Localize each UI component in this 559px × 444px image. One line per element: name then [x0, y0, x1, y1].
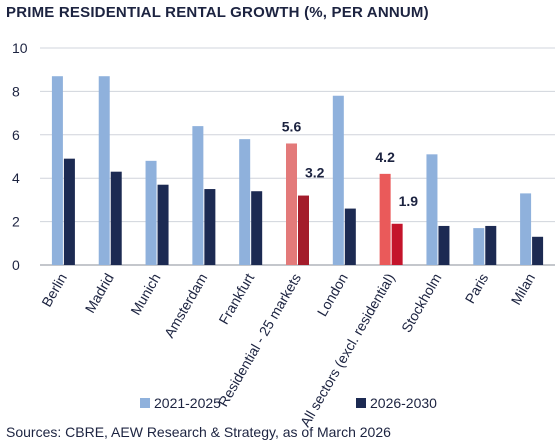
bar-residential-25-markets-2026-2030	[298, 195, 309, 265]
x-tick-label: Berlin	[38, 271, 70, 310]
bar-london-2021-2025	[332, 95, 344, 266]
legend-swatch-2026-2030	[356, 398, 366, 408]
source-note: Sources: CBRE, AEW Research & Strategy, …	[6, 424, 391, 440]
y-tick-label: 10	[12, 40, 28, 56]
x-tick-label: Amsterdam	[161, 271, 211, 341]
x-tick-label: Stockholm	[398, 271, 445, 336]
data-label: 5.6	[282, 118, 302, 134]
bar-madrid-2026-2030	[110, 171, 122, 265]
legend: 2021-2025 2026-2030	[140, 395, 437, 411]
y-tick-label: 8	[12, 83, 20, 99]
bar-all-sectors-excl-residential-2021-2025	[379, 173, 391, 265]
legend-label: 2021-2025	[154, 395, 221, 411]
bar-paris-2021-2025	[473, 228, 485, 265]
x-tick-label: London	[314, 271, 351, 319]
bar-berlin-2026-2030	[63, 158, 75, 265]
data-label: 1.9	[399, 193, 419, 209]
y-tick-label: 2	[12, 214, 20, 230]
bar-residential-25-markets-2021-2025	[286, 143, 297, 265]
bar-frankfurt-2026-2030	[251, 191, 263, 265]
x-tick-label: Residential - 25 markets	[215, 271, 304, 410]
legend-label: 2026-2030	[370, 395, 437, 411]
bar-berlin-2021-2025	[51, 76, 63, 266]
bar-milan-2026-2030	[532, 236, 544, 265]
bar-amsterdam-2021-2025	[192, 126, 204, 266]
gridlines	[40, 47, 555, 266]
bar-munich-2026-2030	[157, 184, 169, 265]
x-tick-label: Frankfurt	[215, 270, 257, 327]
bars	[51, 76, 544, 266]
y-tick-label: 4	[12, 170, 20, 186]
x-tick-label: Madrid	[82, 271, 117, 316]
bar-munich-2021-2025	[145, 160, 157, 265]
bar-stockholm-2021-2025	[426, 154, 438, 265]
data-label: 4.2	[375, 149, 395, 165]
y-axis-ticks: 0 2 4 6 8 10	[12, 40, 28, 273]
bar-madrid-2021-2025	[98, 76, 110, 266]
bar-london-2026-2030	[344, 208, 356, 265]
bar-frankfurt-2021-2025	[239, 139, 251, 265]
legend-swatch-2021-2025	[140, 398, 150, 408]
y-tick-label: 6	[12, 127, 20, 143]
x-tick-label: Paris	[462, 270, 492, 306]
data-label: 3.2	[305, 165, 325, 181]
x-tick-label: Milan	[508, 271, 539, 308]
bar-paris-2026-2030	[485, 225, 497, 265]
data-labels: 5.6 3.2 4.2 1.9	[282, 118, 419, 208]
bar-amsterdam-2026-2030	[204, 189, 216, 265]
bar-stockholm-2026-2030	[438, 225, 450, 265]
chart-title: PRIME RESIDENTIAL RENTAL GROWTH (%, PER …	[6, 4, 429, 21]
bar-all-sectors-excl-residential-2026-2030	[391, 223, 403, 265]
y-tick-label: 0	[12, 257, 20, 273]
bar-milan-2021-2025	[520, 193, 532, 265]
x-tick-label: Munich	[127, 271, 163, 318]
